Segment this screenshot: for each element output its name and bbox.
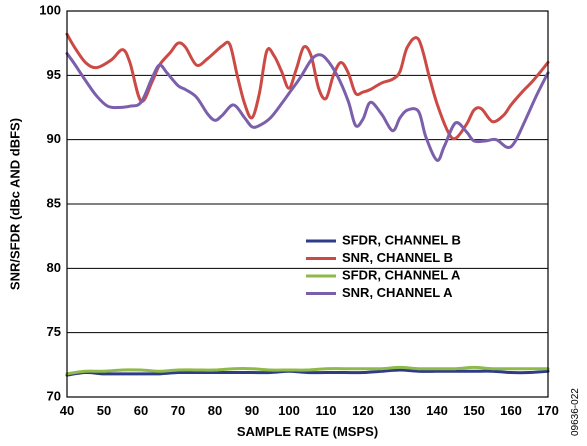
- y-axis-ticks: 70 75 80 85 90 95 100: [39, 2, 61, 403]
- y-tick-label: 85: [47, 195, 61, 210]
- x-tick-label: 140: [426, 403, 448, 418]
- legend-label-sfdr-channel-b: SFDR, CHANNEL B: [342, 232, 461, 247]
- series-line-sfdr-channel-b: [65, 368, 550, 377]
- plot-area: [65, 32, 550, 377]
- legend-label-snr-channel-b: SNR, CHANNEL B: [342, 250, 453, 265]
- y-tick-label: 90: [47, 131, 61, 146]
- legend-label-sfdr-channel-a: SFDR, CHANNEL A: [342, 267, 461, 282]
- x-tick-label: 80: [208, 403, 222, 418]
- x-tick-label: 150: [463, 403, 485, 418]
- y-tick-label: 75: [47, 324, 61, 339]
- x-axis-title: SAMPLE RATE (MSPS): [237, 424, 378, 439]
- x-tick-label: 130: [389, 403, 411, 418]
- x-tick-label: 50: [97, 403, 111, 418]
- plot-frame: [66, 10, 549, 398]
- figure-id: 09636-022: [570, 388, 581, 436]
- x-tick-label: 110: [316, 403, 337, 418]
- series-line-sfdr-channel-a: [65, 365, 550, 376]
- x-tick-label: 120: [352, 403, 374, 418]
- x-tick-label: 70: [171, 403, 185, 418]
- x-tick-label: 170: [537, 403, 559, 418]
- legend-label-snr-channel-a: SNR, CHANNEL A: [342, 285, 453, 300]
- horizontal-gridlines: [67, 74, 548, 334]
- series-line-snr-channel-b: [65, 32, 550, 141]
- x-tick-label: 90: [245, 403, 259, 418]
- y-tick-label: 80: [47, 260, 61, 275]
- y-tick-label: 95: [47, 67, 61, 82]
- y-axis-title: SNR/SFDR (dBc AND dBFS): [7, 118, 22, 290]
- x-axis-ticks: 40 50 60 70 80 90 100 110 120 130 140 150 160 170: [60, 403, 559, 418]
- x-tick-label: 40: [60, 403, 74, 418]
- series-line-snr-channel-a: [65, 51, 550, 162]
- x-tick-label: 100: [278, 403, 300, 418]
- x-tick-label: 160: [500, 403, 522, 418]
- y-tick-label: 100: [39, 2, 61, 17]
- legend: SFDR, CHANNEL B SNR, CHANNEL B SFDR, CHANN…: [306, 232, 461, 300]
- y-tick-label: 70: [47, 388, 61, 403]
- x-tick-label: 60: [134, 403, 148, 418]
